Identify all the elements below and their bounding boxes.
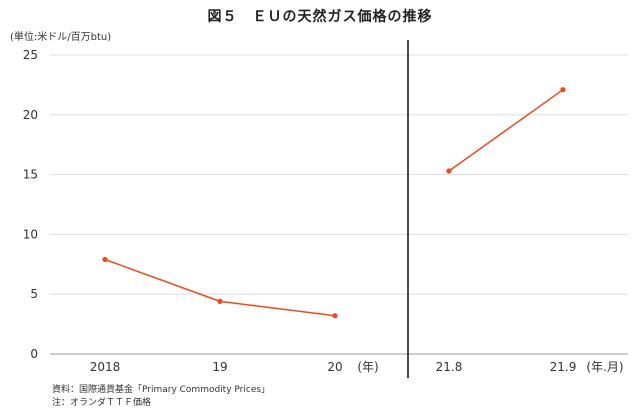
data-point	[102, 256, 108, 263]
x-tick-label: 2018	[90, 360, 121, 374]
x-axis-unit-label: (年.月)	[586, 360, 623, 374]
y-tick-label: 5	[30, 287, 38, 301]
y-tick-label: 25	[23, 48, 38, 62]
series-line-panel-2	[448, 89, 564, 172]
data-point	[446, 168, 452, 174]
data-point	[217, 298, 223, 304]
chart-title: 図５ ＥＵの天然ガス価格の推移	[207, 9, 433, 25]
x-tick-label: 19	[212, 360, 227, 374]
x-tick-label: 21.8	[436, 360, 463, 374]
source-note: 資料：国際通貨基金「Primary Commodity Prices」	[52, 385, 271, 395]
x-tick-label: 20	[327, 360, 342, 374]
footnote: 注：オランダＴＴＦ価格	[52, 398, 152, 408]
y-tick-label: 0	[30, 347, 38, 361]
x-axis-unit-label: (年)	[357, 360, 378, 374]
data-point	[560, 87, 566, 93]
y-tick-label: 10	[23, 227, 38, 241]
data-point	[332, 313, 338, 319]
y-tick-label: 15	[23, 168, 38, 182]
y-tick-label: 20	[23, 108, 38, 122]
y-unit-label: (単位:米ドル/百万btu)	[10, 32, 112, 43]
series-line-panel-1	[104, 258, 336, 317]
x-tick-label: 21.9	[550, 360, 577, 374]
